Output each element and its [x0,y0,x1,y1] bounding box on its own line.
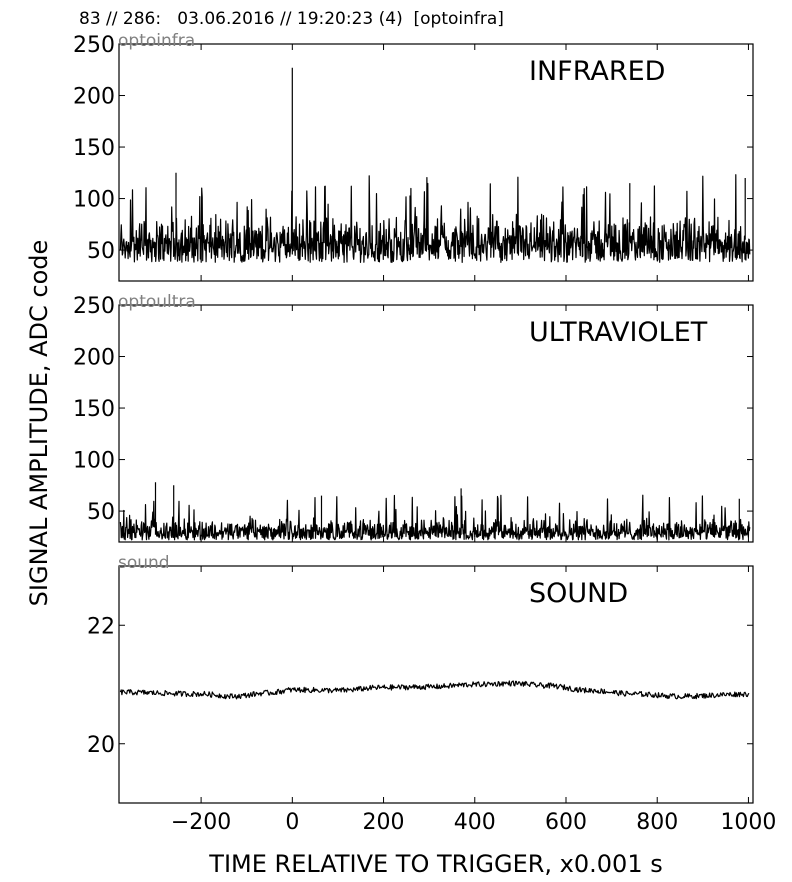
plot-frame [118,43,754,282]
panel-title: SOUND [529,578,628,609]
x-tick-label: −200 [171,810,231,835]
x-tick-label: 800 [636,810,678,835]
y-tick-label: 50 [87,500,115,525]
x-tick-label: 0 [285,810,299,835]
source-label: sound [118,553,170,573]
y-tick-label: 50 [87,239,115,264]
panel-ultraviolet: 50 100 150 200 250 ULTRAVIOLET optoultra [73,292,754,543]
y-axis-title: SIGNAL AMPLITUDE, ADC code [25,240,53,607]
panel-title: ULTRAVIOLET [529,317,708,348]
y-tick-label: 200 [73,346,115,371]
source-label: optoinfra [118,31,195,51]
y-tick-label: 22 [87,614,115,639]
plot-frame [118,565,754,804]
panel-infrared: 50 100 150 200 250 INFRARED optoinfra [73,31,754,282]
x-tick-label: 1000 [720,810,776,835]
panel-sound: 20 22 SOUND sound [87,553,754,804]
x-tick-label: 200 [363,810,405,835]
source-label: optoultra [118,292,196,312]
panel-title: INFRARED [529,56,665,87]
x-tick-label: 600 [545,810,587,835]
y-tick-label: 100 [73,188,115,213]
y-tick-label: 150 [73,397,115,422]
y-tick-label: 200 [73,85,115,110]
plot-frame [118,304,754,543]
x-axis-title: TIME RELATIVE TO TRIGGER, x0.001 s [208,850,662,878]
signal-trace [119,482,751,541]
signal-trace [119,680,750,700]
y-tick-label: 150 [73,136,115,161]
x-tick-label: 400 [454,810,496,835]
y-tick-label: 250 [73,294,115,319]
y-tick-label: 20 [87,733,115,758]
chart-header: 83 // 286: 03.06.2016 // 19:20:23 (4) [o… [79,9,504,29]
y-tick-label: 250 [73,33,115,58]
signal-trace [119,67,751,263]
y-tick-label: 100 [73,449,115,474]
